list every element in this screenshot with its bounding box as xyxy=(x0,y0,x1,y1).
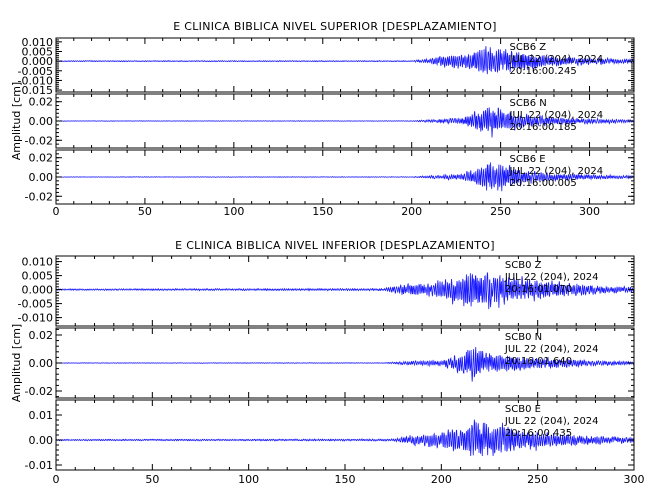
y-tick-label: 0.00 xyxy=(29,115,54,128)
x-tick-label: 0 xyxy=(53,205,60,218)
x-tick-label: 0 xyxy=(53,473,60,486)
y-tick-label: -0.015 xyxy=(18,84,53,97)
y-tick-label: -0.005 xyxy=(18,298,53,311)
waveform-trace xyxy=(56,419,634,456)
date-label: JUL 22 (204), 2024 xyxy=(509,110,604,121)
chart-title: E CLINICA BIBLICA NIVEL SUPERIOR [DESPLA… xyxy=(173,20,497,33)
y-tick-label: 0.000 xyxy=(22,284,54,297)
waveform-trace xyxy=(56,107,634,138)
x-tick-label: 200 xyxy=(431,473,452,486)
station-channel-label: SCB0 E xyxy=(505,404,541,415)
y-tick-label: 0.02 xyxy=(29,152,54,165)
y-axis-label: Amplitud [cm] xyxy=(10,324,23,402)
waveform-trace xyxy=(56,272,634,310)
waveform-trace xyxy=(56,347,634,382)
y-tick-label: 0.010 xyxy=(22,36,54,49)
x-tick-label: 300 xyxy=(624,473,645,486)
time-label: 20:16:01.640 xyxy=(505,356,572,367)
station-channel-label: SCB0 N xyxy=(505,332,542,343)
y-tick-label: 0.00 xyxy=(29,357,54,370)
station-channel-label: SCB6 N xyxy=(510,98,547,109)
y-tick-label: -0.010 xyxy=(18,312,53,325)
chart-title: E CLINICA BIBLICA NIVEL INFERIOR [DESPLA… xyxy=(175,239,495,252)
y-tick-label: -0.02 xyxy=(25,385,53,398)
time-label: 20:16:00.435 xyxy=(505,428,572,439)
y-tick-label: 0.00 xyxy=(29,171,54,184)
x-tick-label: 250 xyxy=(527,473,548,486)
y-tick-label: 0.005 xyxy=(22,270,54,283)
y-tick-label: -0.005 xyxy=(18,65,53,78)
y-axis-label: Amplitud [cm] xyxy=(10,82,23,160)
x-tick-label: 50 xyxy=(145,473,159,486)
station-channel-label: SCB6 E xyxy=(510,154,546,165)
x-tick-label: 300 xyxy=(579,205,600,218)
y-tick-label: -0.01 xyxy=(25,459,53,472)
time-label: 20:16:00.005 xyxy=(510,178,577,189)
date-label: JUL 22 (204), 2024 xyxy=(509,54,604,65)
time-label: 20:16:01.070 xyxy=(505,284,572,295)
y-tick-label: -0.02 xyxy=(25,134,53,147)
y-tick-label: -0.010 xyxy=(18,74,53,87)
time-label: 20:16:00.185 xyxy=(510,122,577,133)
date-label: JUL 22 (204), 2024 xyxy=(504,416,599,427)
station-channel-label: SCB0 Z xyxy=(505,260,542,271)
x-tick-label: 150 xyxy=(335,473,356,486)
chart-group-1: E CLINICA BIBLICA NIVEL SUPERIOR [DESPLA… xyxy=(10,20,635,218)
y-tick-label: 0.02 xyxy=(29,329,54,342)
date-label: JUL 22 (204), 2024 xyxy=(504,272,599,283)
x-tick-label: 250 xyxy=(490,205,511,218)
station-channel-label: SCB6 Z xyxy=(510,42,547,53)
panel-frame xyxy=(55,37,635,93)
x-tick-label: 50 xyxy=(138,205,152,218)
x-tick-label: 100 xyxy=(238,473,259,486)
y-tick-label: 0.00 xyxy=(29,434,54,447)
x-tick-label: 200 xyxy=(401,205,422,218)
chart-group-2: E CLINICA BIBLICA NIVEL INFERIOR [DESPLA… xyxy=(10,239,645,486)
y-tick-label: 0.005 xyxy=(22,46,54,59)
y-tick-label: 0.000 xyxy=(22,55,54,68)
date-label: JUL 22 (204), 2024 xyxy=(509,166,604,177)
waveform-trace xyxy=(56,162,634,192)
waveform-trace xyxy=(56,46,634,75)
y-tick-label: 0.01 xyxy=(29,409,54,422)
x-tick-label: 150 xyxy=(312,205,333,218)
y-tick-label: -0.02 xyxy=(25,190,53,203)
y-tick-label: 0.02 xyxy=(29,96,54,109)
x-tick-label: 100 xyxy=(223,205,244,218)
y-tick-label: 0.010 xyxy=(22,256,54,269)
date-label: JUL 22 (204), 2024 xyxy=(504,344,599,355)
time-label: 20:16:00.245 xyxy=(510,66,577,77)
